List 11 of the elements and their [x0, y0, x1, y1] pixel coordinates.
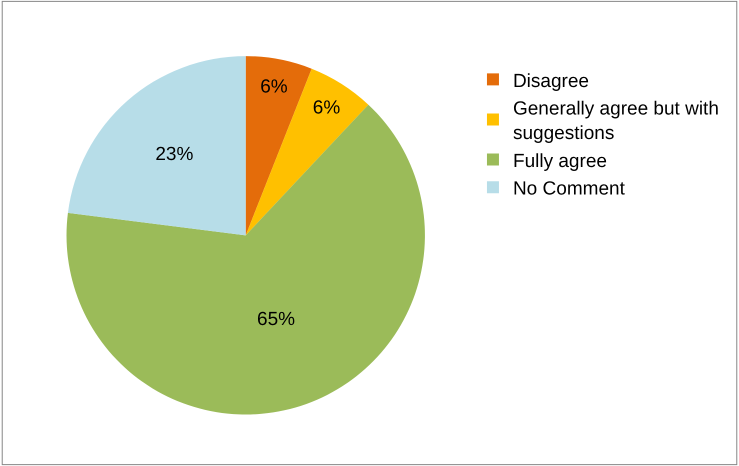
data-label: 23%	[155, 144, 194, 165]
legend-label: Generally agree but with suggestions	[512, 98, 719, 144]
legend-label: Fully agree	[512, 150, 607, 172]
pie-slice	[246, 68, 368, 236]
data-label: 65%	[257, 309, 296, 330]
pie-slice	[68, 56, 246, 236]
pie-slice	[246, 56, 312, 236]
data-label: 6%	[260, 76, 288, 98]
data-label: 6%	[312, 97, 340, 118]
legend-label: Disagree	[512, 70, 590, 92]
legend-label: No Comment	[512, 178, 626, 200]
